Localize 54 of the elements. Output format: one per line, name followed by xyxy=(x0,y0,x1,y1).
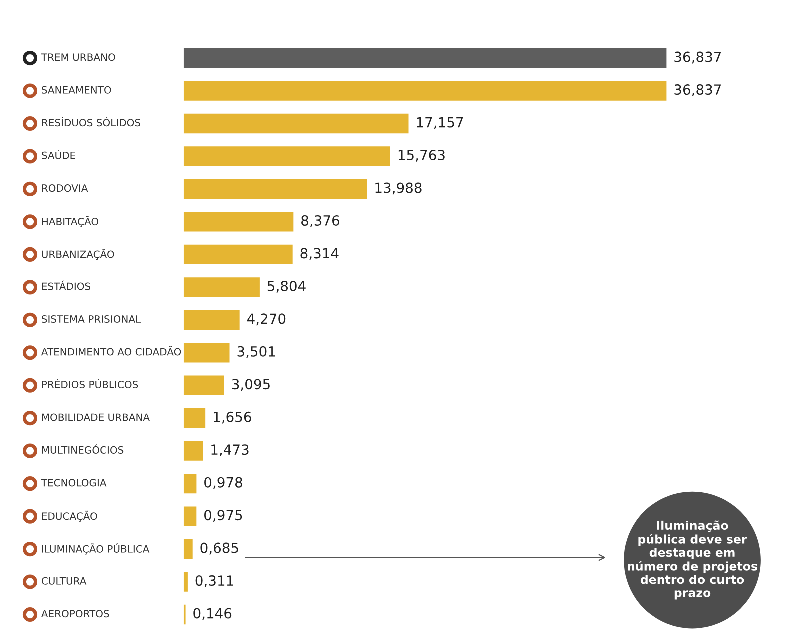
y-tick-label: CULTURA xyxy=(42,577,87,585)
y-tick-label: TECNOLOGIA xyxy=(41,479,107,487)
y-tick-label: URBANIZAÇÃO xyxy=(42,248,114,260)
bar xyxy=(184,179,368,200)
y-tick-label: ATENDIMENTO AO CIDADÃO xyxy=(41,346,182,356)
bar xyxy=(184,441,204,461)
bar xyxy=(184,81,667,101)
data-label: 1,656 xyxy=(214,412,252,424)
data-label: 8,314 xyxy=(300,248,339,260)
y-tick-label: TREM URBANO xyxy=(41,54,116,62)
y-tick-label: SAÚDE xyxy=(42,150,76,160)
bar xyxy=(184,474,197,494)
data-label: 13,988 xyxy=(376,182,422,195)
y-tick-label: SANEAMENTO xyxy=(42,86,112,94)
y-tick-label: ESTÁDIOS xyxy=(42,280,91,290)
annotation: Iluminação pública deve ser destaque em número de projetos dentro do curto prazo xyxy=(628,520,758,600)
data-label: 1,473 xyxy=(212,444,249,457)
y-tick-label: MULTINEGÓCIOS xyxy=(42,444,124,454)
bar xyxy=(184,48,667,68)
data-label: 5,804 xyxy=(268,280,306,293)
data-label: 0,978 xyxy=(204,477,242,490)
bar xyxy=(184,310,240,330)
y-tick-label: ILUMINAÇÃO PÚBLICA xyxy=(42,544,150,555)
data-label: 0,146 xyxy=(194,608,232,620)
data-label: 4,270 xyxy=(247,314,286,326)
y-tick-label: MOBILIDADE URBANA xyxy=(42,414,150,422)
y-tick-label: EDUCAÇÃO xyxy=(42,510,98,522)
bar xyxy=(184,506,197,526)
bar xyxy=(184,114,409,134)
data-label: 15,763 xyxy=(398,150,445,162)
bar xyxy=(184,244,293,265)
data-label: 0,311 xyxy=(196,576,234,588)
bar xyxy=(184,572,188,592)
data-label: 3,095 xyxy=(232,379,270,392)
data-label: 17,157 xyxy=(417,117,464,130)
y-tick-label: RESÍDUOS SÓLIDOS xyxy=(42,117,140,127)
data-label: 8,376 xyxy=(302,215,340,228)
y-tick-label: RODOVIA xyxy=(42,184,88,192)
bar xyxy=(184,376,224,396)
data-label: 36,837 xyxy=(674,52,722,64)
y-tick-label: SISTEMA PRISIONAL xyxy=(42,315,142,324)
bar xyxy=(184,343,230,363)
data-label: 36,837 xyxy=(674,84,722,96)
y-tick-label: HABITAÇÃO xyxy=(42,216,99,228)
y-tick-label: AEROPORTOS xyxy=(41,610,110,618)
y-tick-label: PRÉDIOS PÚBLICOS xyxy=(42,379,138,389)
bar xyxy=(184,539,193,560)
bar xyxy=(184,278,260,298)
bar xyxy=(184,146,390,166)
data-label: 0,975 xyxy=(204,510,242,522)
bar xyxy=(184,408,206,428)
data-label: 3,501 xyxy=(238,346,276,358)
data-label: 0,685 xyxy=(200,542,238,555)
bar xyxy=(184,212,294,232)
